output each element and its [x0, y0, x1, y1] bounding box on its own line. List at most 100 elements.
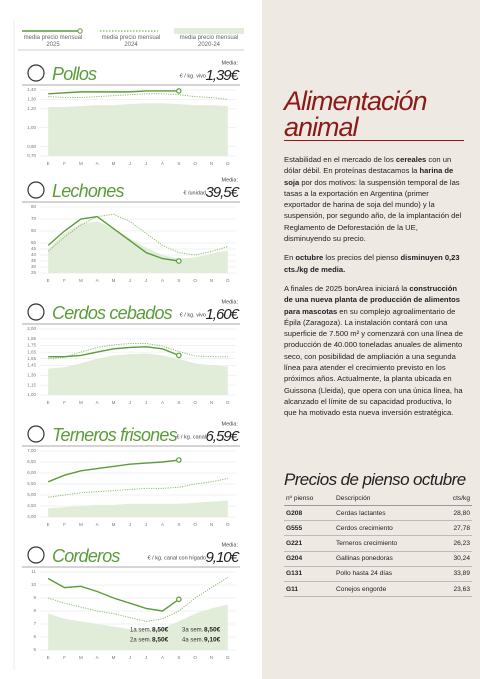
x-tick-label: A	[96, 278, 99, 283]
x-tick-label: M	[79, 161, 83, 166]
text: Estabilidad en el mercado de los	[284, 155, 396, 164]
y-tick-label: 8	[33, 608, 36, 613]
x-tick-label: J	[145, 655, 147, 660]
cell: Pollo hasta 24 días	[334, 566, 439, 582]
paragraph: Estabilidad en el mercado de los cereale…	[284, 154, 464, 244]
area	[48, 103, 228, 156]
line	[48, 90, 179, 95]
x-tick-label: A	[96, 522, 99, 527]
y-tick-label: 7,00	[27, 448, 36, 453]
y-tick-label: 1,15	[27, 382, 36, 387]
y-tick-label: 45	[31, 246, 37, 251]
x-tick-label: O	[193, 655, 197, 660]
cell: G221	[284, 535, 335, 552]
cell: Cerdos crecimiento	[334, 520, 439, 537]
x-tick-label: N	[210, 278, 213, 283]
end-point	[176, 352, 182, 359]
x-tick-label: S	[177, 400, 180, 405]
media-value: 1,39€	[205, 67, 239, 84]
animal-icon	[27, 181, 45, 199]
charts: Pollos € / kg. vivoMedia:1,39€0,700,801,0…	[13, 20, 244, 670]
x-tick-label: A	[96, 161, 99, 166]
y-tick-label: 5,50	[27, 481, 36, 486]
text: por dos motivos: la suspensión temporal …	[284, 177, 462, 244]
x-tick-label: E	[47, 161, 50, 166]
title-rule	[284, 140, 464, 141]
row: G208 Cerdas lactantes 28,80	[284, 505, 472, 522]
week-value: 8,50€	[204, 627, 221, 634]
x-tick-label: A	[161, 278, 164, 283]
x-tick-label: N	[210, 161, 213, 166]
x-tick-label: S	[177, 522, 180, 527]
y-tick-label: 30	[31, 264, 37, 269]
line	[48, 346, 180, 358]
cell: Terneros crecimiento	[334, 535, 439, 552]
unit: € /unidad	[183, 190, 206, 196]
text: En	[284, 253, 296, 263]
row: G221 Terneros crecimiento 26,23	[284, 535, 472, 552]
media-label: Media:	[221, 542, 238, 548]
x-tick-label: D	[226, 522, 230, 527]
y-tick-label: 7	[33, 621, 36, 626]
text: con un dólar débil. En proteínas destaca…	[284, 155, 452, 176]
chart-title: Pollos	[52, 64, 97, 84]
animal-icon	[27, 303, 45, 321]
legend-label: media precio mensual 2025	[23, 35, 83, 48]
table-title: Precios de pienso octubre	[284, 470, 466, 489]
y-tick-label: 80	[31, 204, 37, 209]
x-tick-label: E	[47, 522, 50, 527]
chart-title: Corderos	[52, 546, 120, 566]
bold-text: disminuyen 0,23 cts./kg de media.	[284, 253, 460, 274]
week-value: 9,10€	[204, 637, 221, 644]
x-tick-label: O	[193, 278, 197, 283]
y-tick-label: 35	[31, 258, 37, 263]
row: G204 Gallinas ponedoras 30,24	[284, 551, 472, 567]
x-tick-label: E	[47, 278, 50, 283]
x-tick-label: J	[129, 655, 131, 660]
y-tick-label: 50	[31, 240, 37, 245]
cell: Conejos engorde	[334, 581, 439, 598]
x-tick-label: J	[145, 161, 147, 166]
area	[48, 500, 228, 517]
week-label: 3a sem.	[182, 628, 204, 634]
media-label: Media:	[221, 299, 238, 305]
x-tick-label: D	[226, 400, 230, 405]
area	[48, 604, 228, 650]
x-tick-label: M	[112, 161, 116, 166]
legend-area	[174, 28, 244, 34]
cell: Gallinas ponedoras	[334, 551, 439, 567]
y-tick-label: 6,00	[27, 470, 36, 475]
x-tick-label: A	[96, 655, 99, 660]
y-tick-label: 1,40	[27, 87, 36, 92]
animal-icon	[27, 546, 45, 564]
end-point	[176, 596, 182, 603]
bold-text: octubre	[295, 253, 324, 263]
x-tick-label: D	[226, 161, 230, 166]
article-column: Alimentación animal Estabilidad en el me…	[262, 0, 480, 679]
cell: 27,78	[438, 520, 472, 537]
price-table: nº pienso Descripción cts/kg G208 Cerdas lac…	[284, 492, 472, 598]
bold-text: cereales	[395, 155, 427, 164]
y-tick-label: 25	[31, 270, 37, 275]
legend-dot	[77, 28, 83, 34]
x-tick-label: M	[112, 655, 116, 660]
cell: G131	[284, 566, 335, 582]
week-label: 4a sem.	[182, 638, 204, 644]
x-tick-label: F	[63, 278, 66, 283]
x-tick-label: A	[161, 161, 164, 166]
cell: G11	[284, 581, 335, 598]
header-cell: cts/kg	[438, 492, 472, 506]
x-tick-label: J	[129, 278, 131, 283]
x-tick-label: J	[145, 400, 147, 405]
x-tick-label: F	[63, 655, 66, 660]
header-cell: Descripción	[334, 492, 439, 506]
end-point	[176, 457, 182, 463]
y-tick-label: 1,30	[27, 97, 36, 102]
x-tick-label: E	[47, 655, 50, 660]
x-tick-label: S	[177, 655, 180, 660]
y-tick-label: 2,00	[27, 326, 36, 331]
row: G555 Cerdos crecimiento 27,78	[284, 520, 472, 537]
y-tick-label: 1,65	[27, 349, 36, 354]
y-tick-label: 1,55	[27, 356, 36, 361]
